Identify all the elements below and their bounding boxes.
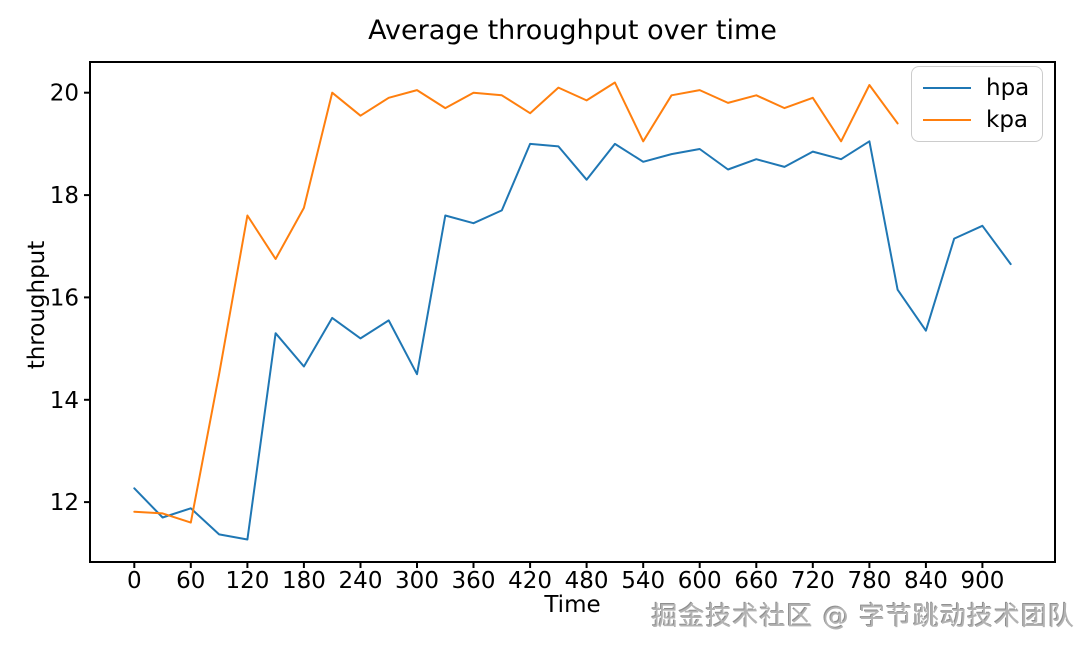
series-line-kpa (133, 81, 899, 524)
legend-item-kpa: kpa (923, 107, 1032, 133)
legend-item-hpa: hpa (923, 75, 1032, 101)
hpa-line-sample-icon (923, 87, 971, 89)
x-tick-label: 360 (452, 568, 496, 594)
y-tick-label: 12 (50, 490, 79, 516)
x-tick-label: 720 (791, 568, 835, 594)
x-tick-label: 300 (395, 568, 439, 594)
x-tick-label: 600 (678, 568, 722, 594)
x-tick-label: 660 (734, 568, 778, 594)
x-tick-label: 540 (621, 568, 665, 594)
x-tick-label: 0 (127, 568, 142, 594)
x-tick-label: 60 (176, 568, 205, 594)
x-tick-label: 240 (339, 568, 383, 594)
x-tick-label: 420 (508, 568, 552, 594)
y-tick-label: 14 (50, 388, 79, 414)
chart-title: Average throughput over time (368, 15, 777, 46)
x-tick-label: 180 (282, 568, 326, 594)
legend: hpa kpa (911, 66, 1043, 142)
x-tick-label: 840 (904, 568, 948, 594)
axes-spines (89, 61, 1056, 563)
x-tick-label: 780 (847, 568, 891, 594)
watermark: 掘金技术社区 @ 字节跳动技术团队 (651, 602, 1075, 632)
x-tick-label: 480 (565, 568, 609, 594)
x-tick-label: 900 (960, 568, 1004, 594)
x-axis-label: Time (544, 592, 601, 618)
y-tick-label: 18 (50, 183, 79, 209)
series-line-hpa (133, 140, 1012, 541)
y-tick-label: 16 (50, 285, 79, 311)
kpa-line-sample-icon (923, 119, 971, 121)
legend-label-kpa: kpa (986, 107, 1029, 133)
legend-label-hpa: hpa (986, 75, 1030, 101)
x-tick-label: 120 (225, 568, 269, 594)
y-tick-label: 20 (50, 81, 79, 107)
